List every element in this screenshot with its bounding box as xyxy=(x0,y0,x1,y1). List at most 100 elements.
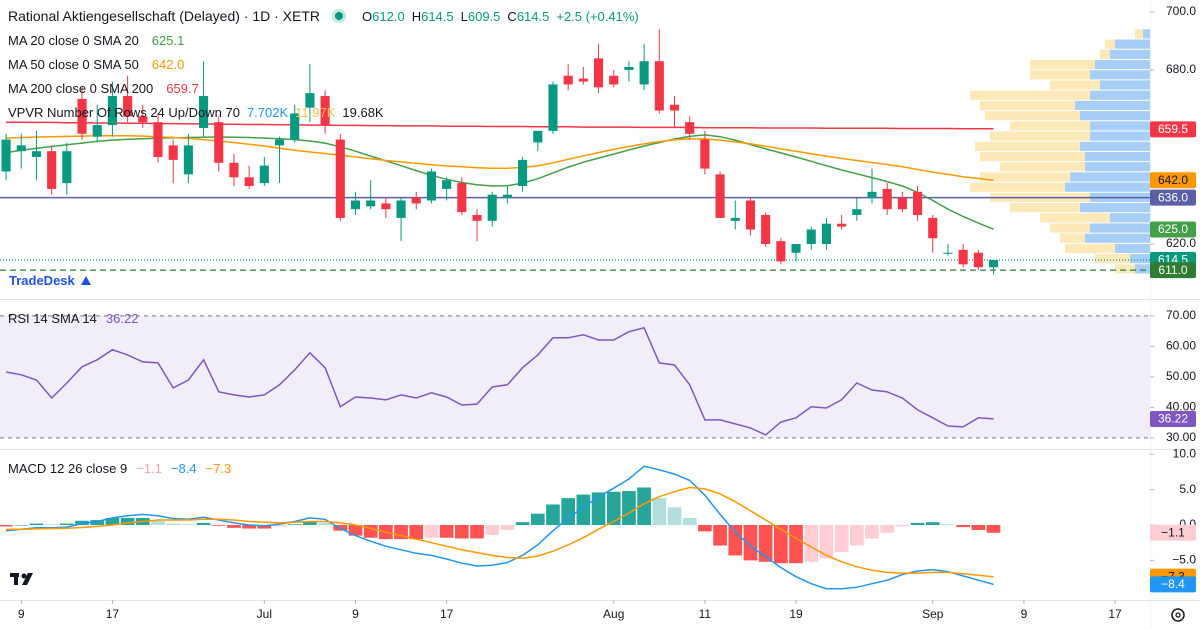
indicator-name: MA 50 close 0 SMA 50 xyxy=(8,56,139,72)
x-tick-label: 19 xyxy=(789,607,803,621)
macd-histogram-bar xyxy=(485,525,500,535)
macd-histogram-bar xyxy=(698,525,712,532)
vpvr-down xyxy=(1065,243,1115,254)
y-tick-label: 5.0 xyxy=(1179,482,1196,496)
candle-body xyxy=(821,223,831,245)
x-tick-label: Sep xyxy=(922,607,944,621)
vpvr-up xyxy=(1085,162,1150,172)
candle-body xyxy=(928,217,938,239)
indicator-legend: MA 200 close 0 SMA 200 659.7 xyxy=(8,78,199,98)
x-tick-label: 17 xyxy=(106,607,120,621)
macd-histogram-bar xyxy=(14,525,29,526)
candle-body xyxy=(107,96,117,126)
candle-body xyxy=(442,180,452,189)
macd-histogram-bar xyxy=(439,525,454,538)
candle-body xyxy=(867,191,877,198)
macd-histogram-bar xyxy=(925,522,940,525)
x-tick-label: 11 xyxy=(699,607,712,621)
vpvr-up xyxy=(1090,131,1150,141)
vpvr-name: VPVR Number Of Rows 24 Up/Down 70 xyxy=(8,104,240,120)
moving-average xyxy=(6,135,994,181)
candle-body xyxy=(548,84,558,131)
indicator-value: 642.0 xyxy=(151,56,185,72)
candle-body xyxy=(837,223,847,227)
vpvr-up xyxy=(1080,202,1150,213)
macd-histogram-bar xyxy=(652,498,667,525)
watermark: TradeDesk xyxy=(9,273,91,288)
rsi-line xyxy=(5,326,994,436)
macd-histogram-bar xyxy=(303,521,317,525)
macd-histogram-bar xyxy=(227,525,241,528)
macd-histogram-bar xyxy=(561,498,575,525)
macd-histogram-bar xyxy=(682,517,697,525)
ohlc-key: O xyxy=(362,8,373,24)
vpvr-down xyxy=(1010,121,1090,131)
indicator-name: MACD 12 26 close 9 xyxy=(8,460,128,476)
candle-body xyxy=(290,113,300,140)
macd-histogram-bar xyxy=(910,522,925,525)
candle-body xyxy=(897,197,907,210)
vpvr-value: 19.68K xyxy=(342,104,384,120)
vpvr-up xyxy=(1100,80,1150,90)
price-badge-label: −8.4 xyxy=(1161,577,1185,591)
macd-histogram-bar xyxy=(470,525,484,539)
candle-body xyxy=(563,75,573,85)
vpvr-down xyxy=(970,90,1090,100)
y-tick-label: 700.0 xyxy=(1166,4,1196,18)
vpvr-down xyxy=(980,151,1085,162)
macd-histogram-bar xyxy=(500,525,515,530)
macd-histogram-bar xyxy=(287,524,302,525)
x-tick-label: 17 xyxy=(440,607,454,621)
macd-histogram-bar xyxy=(880,525,895,533)
macd-histogram-bar xyxy=(606,491,621,525)
ohlc-key: C xyxy=(507,8,517,24)
price-badge xyxy=(1150,524,1196,541)
candle-body xyxy=(487,194,497,221)
vpvr-down xyxy=(975,141,1080,151)
macd-histogram-bar xyxy=(530,513,545,525)
vpvr-down xyxy=(970,182,1065,192)
candle-body xyxy=(123,96,133,117)
candle-body xyxy=(669,104,680,111)
candle-body xyxy=(654,61,664,111)
candle-body xyxy=(411,197,421,204)
macd-histogram-bar xyxy=(515,522,530,525)
macd-histogram-bar xyxy=(895,525,910,527)
candle-body xyxy=(381,203,391,210)
macd-histogram-bar xyxy=(151,520,165,525)
x-tick-label: 9 xyxy=(1021,607,1028,621)
candle-body xyxy=(16,145,26,152)
candle-body xyxy=(229,162,239,178)
vpvr-legend: VPVR Number Of Rows 24 Up/Down 70 7.702K 1… xyxy=(8,102,384,122)
macd-histogram-bar xyxy=(849,525,864,546)
price-badge xyxy=(1150,262,1196,279)
vpvr-down xyxy=(1135,29,1143,39)
axis-layer: 700.0 680.0 620.0 9 17 Jul 9 17 Aug 11 19 Sep 9 17 659… xyxy=(18,4,1196,621)
macd-histogram-bar xyxy=(211,525,226,526)
macd-histogram-bar xyxy=(120,517,135,525)
candle-body xyxy=(62,151,72,184)
candle-body xyxy=(882,188,892,210)
candle-body xyxy=(791,244,801,253)
vpvr-up xyxy=(1065,182,1150,192)
macd-line xyxy=(6,486,994,578)
x-tick-label: 9 xyxy=(352,607,359,621)
vpvr-up xyxy=(1130,254,1150,264)
y-tick-label: 70.00 xyxy=(1166,308,1196,322)
settings-icon[interactable] xyxy=(1171,608,1185,622)
candle-body xyxy=(274,139,285,146)
vpvr-down xyxy=(985,111,1080,121)
indicator-value: 625.1 xyxy=(151,32,185,48)
macd-histogram-bar xyxy=(728,525,743,556)
vpvr-down xyxy=(1040,213,1110,223)
macd-histogram-bar xyxy=(60,523,74,525)
candle-body xyxy=(593,58,604,88)
macd-histogram-bar xyxy=(667,507,682,525)
candle-body xyxy=(183,145,193,175)
candle-body xyxy=(335,139,345,218)
indicator-value: 659.7 xyxy=(166,80,199,96)
macd-histogram-bar xyxy=(743,525,758,561)
macd-histogram-bar xyxy=(637,487,651,525)
candle-body xyxy=(913,191,923,216)
